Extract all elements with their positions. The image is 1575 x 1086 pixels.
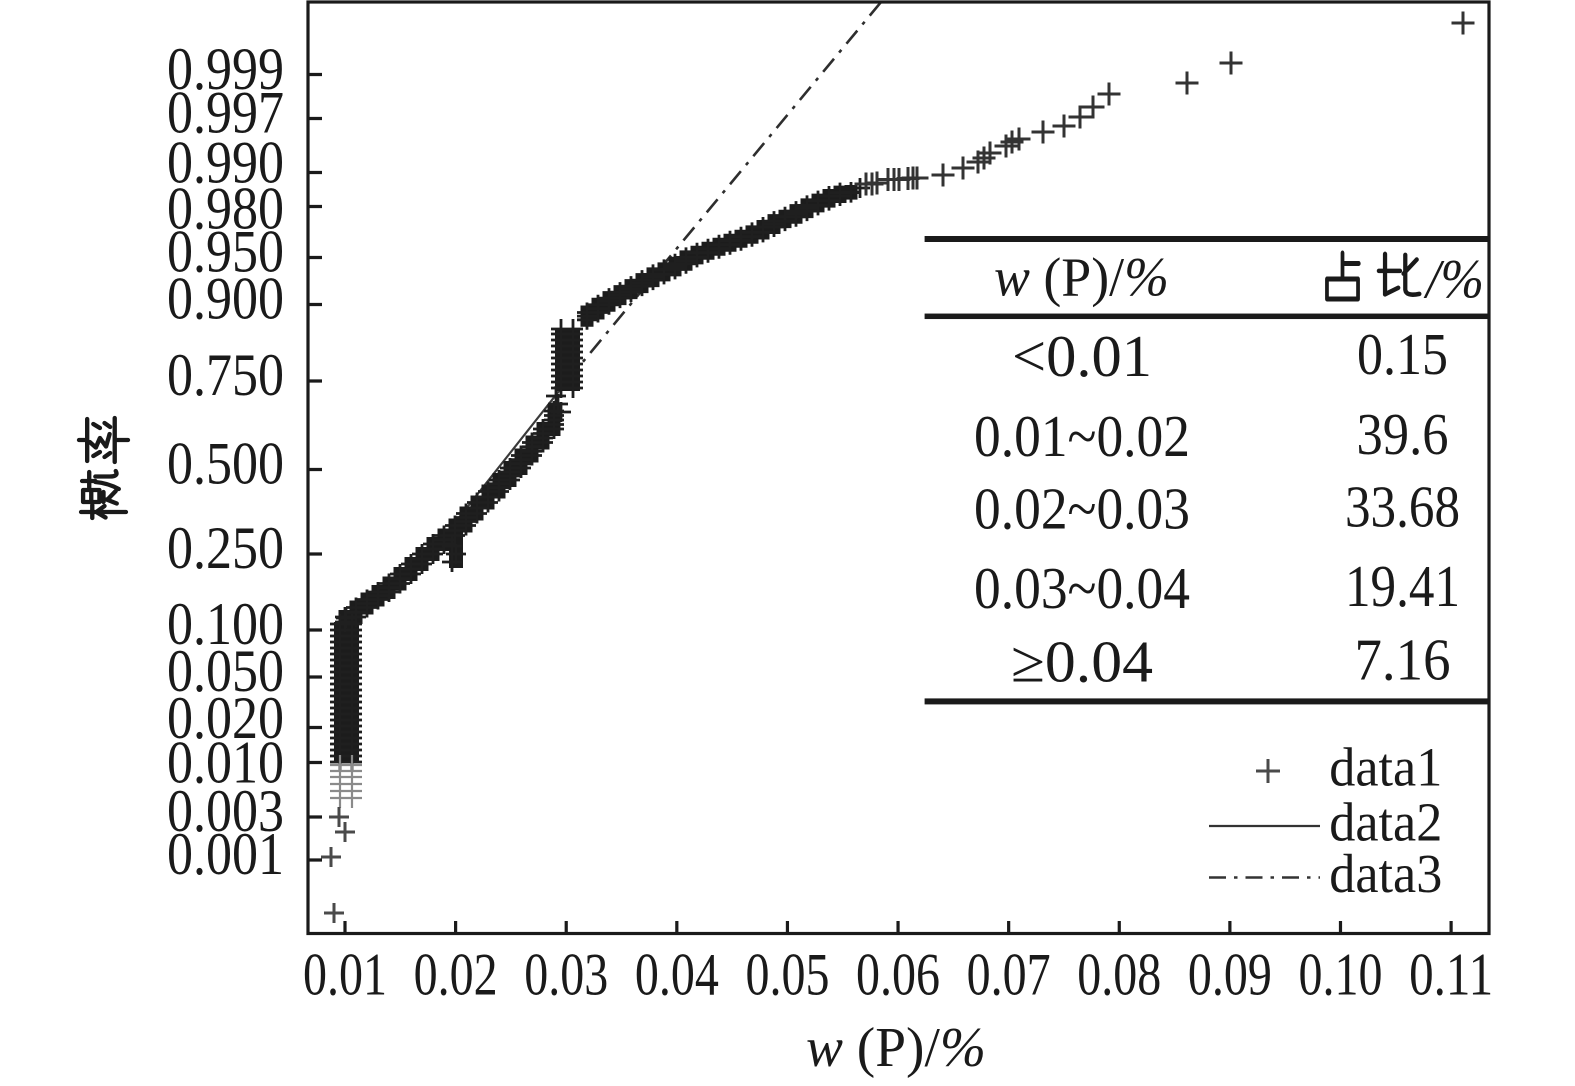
svg-text:data1: data1 <box>1329 737 1442 798</box>
svg-text:0.250: 0.250 <box>167 515 284 581</box>
svg-text:<0.01: <0.01 <box>1012 323 1152 389</box>
svg-text:0.03: 0.03 <box>524 942 608 1008</box>
svg-text:0.001: 0.001 <box>167 821 284 887</box>
svg-text:w (P)/%: w (P)/% <box>994 247 1169 308</box>
svg-text:0.980: 0.980 <box>167 175 284 241</box>
svg-text:0.990: 0.990 <box>167 130 284 196</box>
svg-text:/%: /% <box>1423 249 1484 310</box>
svg-text:0.02~0.03: 0.02~0.03 <box>974 476 1190 542</box>
svg-text:0.997: 0.997 <box>167 80 284 146</box>
svg-text:0.07: 0.07 <box>967 942 1051 1008</box>
svg-text:0.500: 0.500 <box>167 431 284 497</box>
svg-text:data3: data3 <box>1329 843 1442 904</box>
svg-text:0.15: 0.15 <box>1357 321 1448 387</box>
svg-text:≥0.04: ≥0.04 <box>1011 629 1153 695</box>
svg-text:0.10: 0.10 <box>1298 942 1382 1008</box>
svg-text:w (P)/%: w (P)/% <box>806 1017 986 1079</box>
svg-text:0.750: 0.750 <box>167 342 284 408</box>
svg-text:0.100: 0.100 <box>167 591 284 657</box>
svg-text:0.02: 0.02 <box>414 942 498 1008</box>
svg-text:0.09: 0.09 <box>1188 942 1272 1008</box>
svg-text:0.900: 0.900 <box>167 266 284 332</box>
svg-text:0.01~0.02: 0.01~0.02 <box>974 403 1190 469</box>
svg-text:0.050: 0.050 <box>167 638 284 704</box>
svg-text:0.11: 0.11 <box>1409 942 1493 1008</box>
svg-text:33.68: 33.68 <box>1345 474 1460 540</box>
svg-text:0.03~0.04: 0.03~0.04 <box>974 555 1190 621</box>
svg-text:0.05: 0.05 <box>745 942 829 1008</box>
svg-text:0.06: 0.06 <box>856 942 940 1008</box>
svg-text:0.950: 0.950 <box>167 219 284 285</box>
svg-text:data2: data2 <box>1329 792 1442 853</box>
svg-text:19.41: 19.41 <box>1345 553 1460 619</box>
svg-text:7.16: 7.16 <box>1355 627 1451 693</box>
svg-text:0.999: 0.999 <box>167 36 284 102</box>
svg-text:0.020: 0.020 <box>167 685 284 751</box>
svg-text:0.010: 0.010 <box>167 729 284 795</box>
svg-text:0.04: 0.04 <box>635 942 719 1008</box>
svg-text:0.01: 0.01 <box>303 942 387 1008</box>
svg-text:0.003: 0.003 <box>167 778 284 844</box>
svg-text:0.08: 0.08 <box>1077 942 1161 1008</box>
svg-text:39.6: 39.6 <box>1357 401 1449 467</box>
